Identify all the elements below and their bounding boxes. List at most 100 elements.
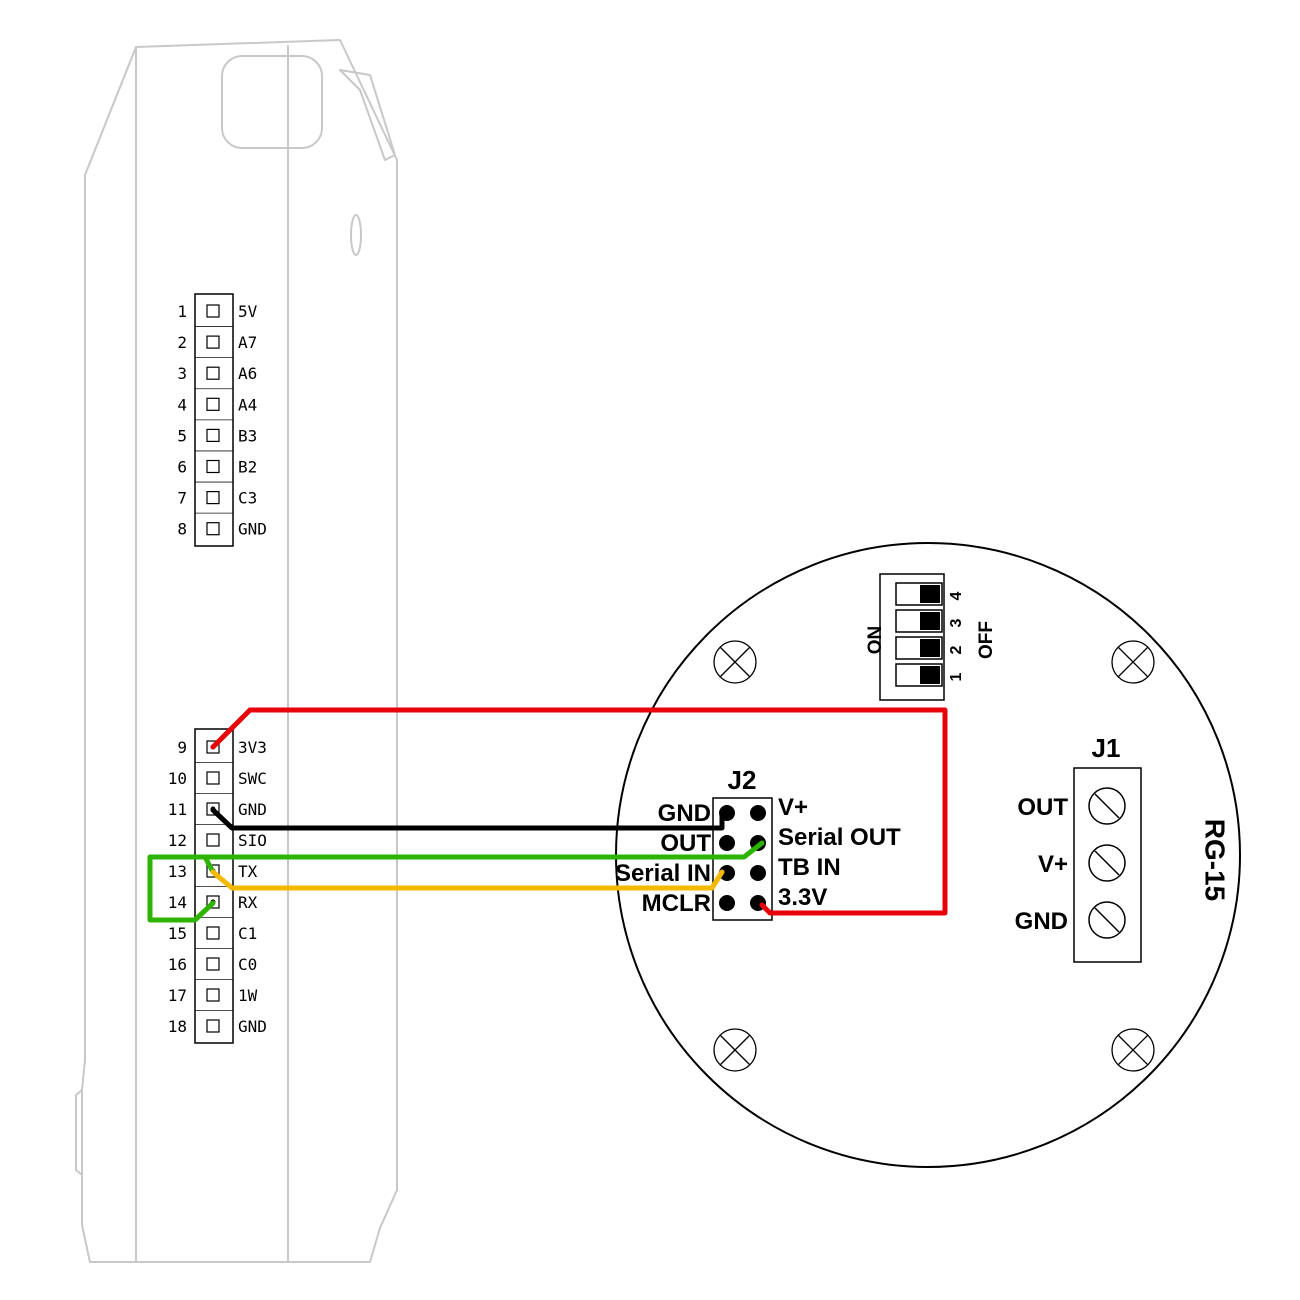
wires xyxy=(147,707,948,923)
screw-bottom-right xyxy=(1111,1028,1155,1072)
pin-number: 18 xyxy=(168,1017,187,1036)
3v3-wire xyxy=(210,707,948,916)
pin-number: 6 xyxy=(177,458,187,477)
j2-left-label: OUT xyxy=(660,830,711,857)
j2-title: J2 xyxy=(728,765,757,795)
pin-number: 10 xyxy=(168,769,187,788)
j2-right-label: TB IN xyxy=(778,854,841,881)
pin-pad xyxy=(206,397,220,411)
pin-number: 9 xyxy=(177,738,187,757)
j1-label: GND xyxy=(1015,908,1068,935)
screw-bottom-left xyxy=(713,1028,757,1072)
pin-label: 3V3 xyxy=(238,738,267,757)
pin-pad xyxy=(206,833,220,847)
dip-toggle xyxy=(920,612,940,630)
j1-screw-slot xyxy=(1094,907,1120,933)
pin-label: GND xyxy=(238,1017,267,1036)
pin-pad xyxy=(206,957,220,971)
dip-toggle xyxy=(920,585,940,603)
rx-wire xyxy=(210,869,725,891)
sensor-name: RG-15 xyxy=(1200,819,1231,901)
controller-button xyxy=(221,55,323,149)
pin-number: 15 xyxy=(168,924,187,943)
controller-bottom-tab xyxy=(75,1089,83,1176)
pin-number: 2 xyxy=(177,333,187,352)
pin-label: C0 xyxy=(238,955,257,974)
j1-title: J1 xyxy=(1092,733,1121,763)
mounting-screws xyxy=(713,640,1155,1072)
j2-pin xyxy=(750,865,766,881)
controller-clip xyxy=(339,69,396,161)
dip-number: 1 xyxy=(948,672,965,681)
pin-number: 3 xyxy=(177,364,187,383)
j2-left-label: GND xyxy=(658,800,711,827)
dip-number: 4 xyxy=(948,591,965,600)
pin-pad xyxy=(206,335,220,349)
pin-pad xyxy=(206,988,220,1002)
pin-label: A6 xyxy=(238,364,257,383)
pin-number: 11 xyxy=(168,800,187,819)
pin-pad xyxy=(206,522,220,536)
tx-wire-run xyxy=(202,840,765,860)
pin-number: 7 xyxy=(177,489,187,508)
screw-top-left xyxy=(713,640,757,684)
pin-number: 5 xyxy=(177,426,187,445)
pin-number: 12 xyxy=(168,831,187,850)
pin-number: 8 xyxy=(177,520,187,539)
controller-outline xyxy=(81,39,398,1263)
dip-toggle xyxy=(920,666,940,684)
pin-number: 16 xyxy=(168,955,187,974)
j2-left-label: Serial IN xyxy=(615,860,711,887)
j2-right-label: 3.3V xyxy=(778,884,827,911)
pin-label: A7 xyxy=(238,333,257,352)
pin-label: 5V xyxy=(238,302,258,321)
pin-number: 1 xyxy=(177,302,187,321)
pin-pad xyxy=(206,1019,220,1033)
j2-left-label: MCLR xyxy=(642,890,711,917)
pin-pad xyxy=(206,459,220,474)
pin-pad xyxy=(206,926,220,940)
j2-pin xyxy=(719,835,735,851)
pin-number: 13 xyxy=(168,862,187,881)
pin-pad xyxy=(206,428,220,442)
pin-pad xyxy=(206,304,220,318)
pin-label: A4 xyxy=(238,395,257,414)
dip-number: 2 xyxy=(948,645,965,654)
pin-pad xyxy=(206,491,220,505)
pin-label: C1 xyxy=(238,924,257,943)
j1-screw-slot xyxy=(1094,850,1120,876)
pin-number: 17 xyxy=(168,986,187,1005)
pin-label: TX xyxy=(238,862,258,881)
pin-label: B2 xyxy=(238,458,257,477)
dip-toggle xyxy=(920,639,940,657)
j2-pin xyxy=(719,865,735,881)
pin-number: 14 xyxy=(168,893,187,912)
pin-label: B3 xyxy=(238,426,257,445)
header-top: 1 5V 2 A7 3 A6 4 A4 5 B3 6 B2 7 C3 8 GND xyxy=(177,293,267,547)
pin-number: 4 xyxy=(177,395,187,414)
j2-pin xyxy=(750,805,766,821)
pin-label: GND xyxy=(238,800,267,819)
j2-right-label: V+ xyxy=(778,794,808,821)
j1-screw-slot xyxy=(1094,793,1120,819)
j2-right-label: Serial OUT xyxy=(778,824,901,851)
j2-pin xyxy=(719,895,735,911)
pin-label: SWC xyxy=(238,769,267,788)
controller-led xyxy=(350,214,362,256)
dip-number: 3 xyxy=(948,618,965,627)
j1-terminal: J1 OUT V+ GND xyxy=(1015,733,1142,963)
gnd-wire xyxy=(210,807,725,831)
pin-label: 1W xyxy=(238,986,258,1005)
pin-label: RX xyxy=(238,893,258,912)
pin-label: C3 xyxy=(238,489,257,508)
screw-top-right xyxy=(1111,640,1155,684)
pin-label: SIO xyxy=(238,831,267,850)
dip-off-label: OFF xyxy=(976,621,997,659)
pin-pad xyxy=(206,771,220,785)
dip-on-label: ON xyxy=(865,626,886,655)
controller-body xyxy=(75,39,398,1263)
pin-pad xyxy=(206,366,220,380)
j1-label: V+ xyxy=(1038,851,1068,878)
pin-label: GND xyxy=(238,520,267,539)
